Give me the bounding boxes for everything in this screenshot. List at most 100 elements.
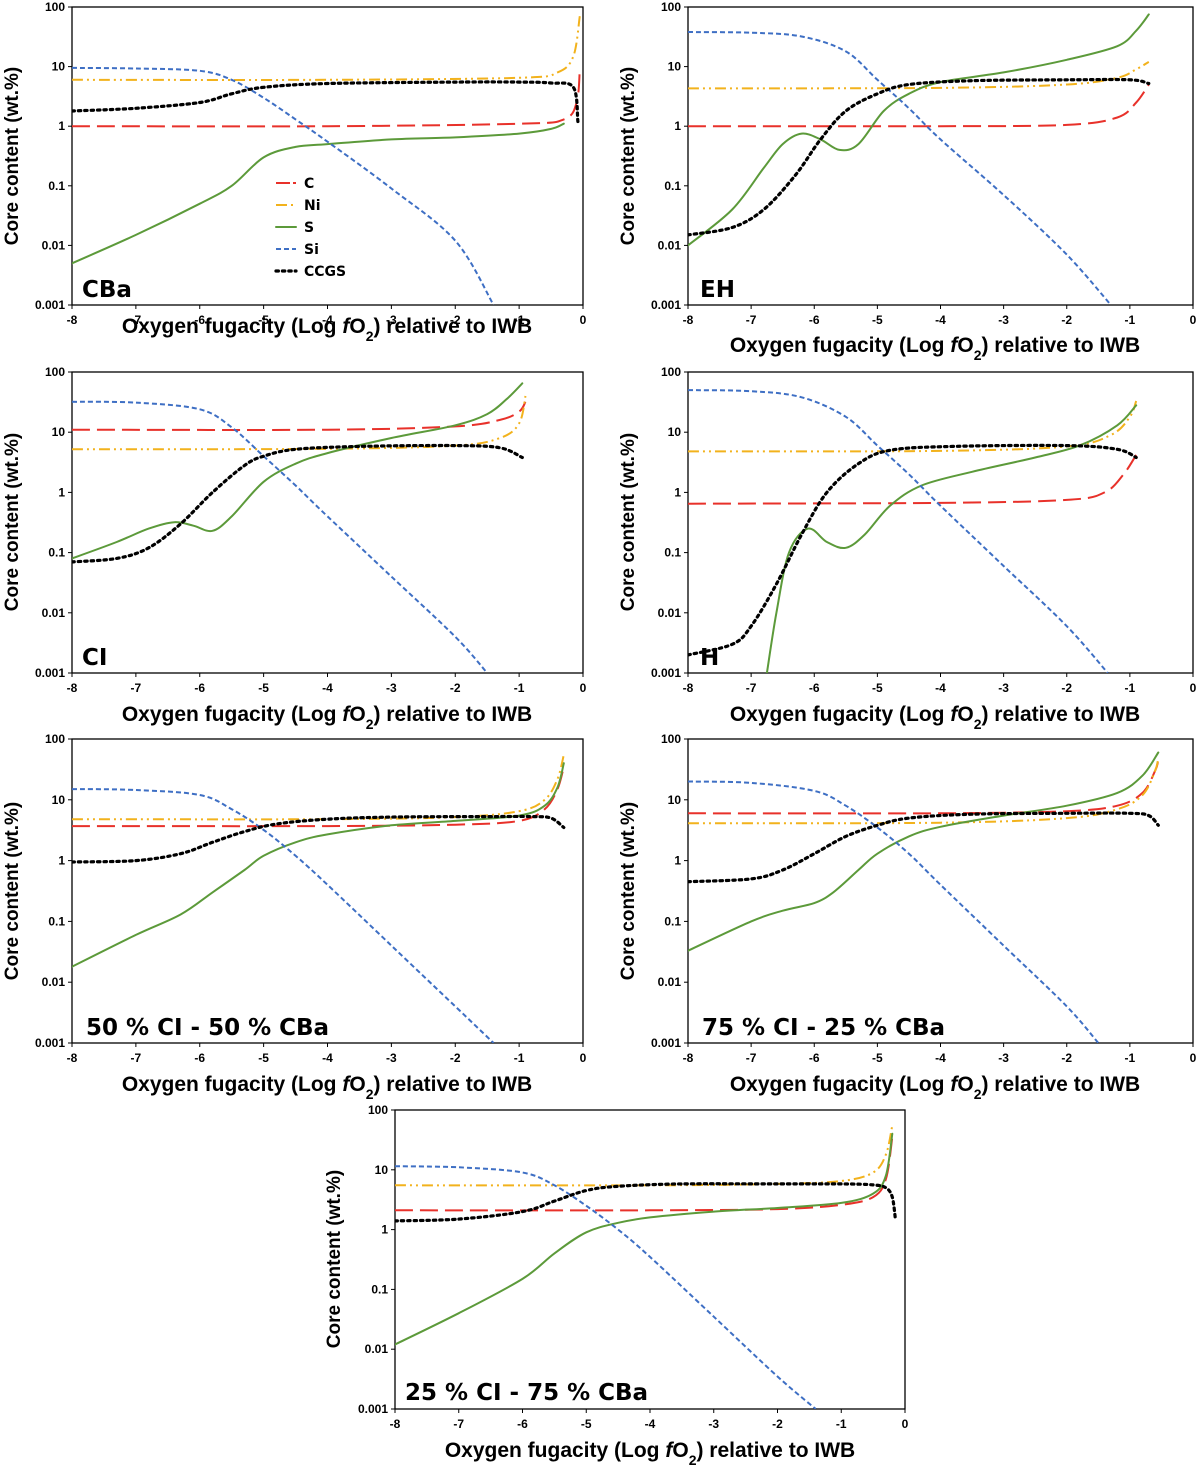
- x-tick-label: -3: [386, 681, 397, 695]
- x-tick-label: -2: [772, 1417, 783, 1431]
- chart-panel-6: 0.001 0.01 0.1 1 10 100 -8 -7 -6 -5 -4 -3 -2 -1 0 Oxyge…: [618, 732, 1197, 1102]
- y-axis-label: Core content (wt.%): [618, 433, 639, 611]
- x-tick-label: -6: [194, 681, 205, 695]
- y-tick-label: 100: [661, 365, 681, 379]
- x-tick-label: -2: [450, 681, 461, 695]
- legend-label-ni: Ni: [304, 198, 321, 214]
- plot-frame: [687, 6, 1194, 306]
- y-tick-label: 0.001: [358, 1402, 388, 1416]
- y-tick-label: 1: [58, 485, 65, 499]
- x-tick-label: -6: [194, 1051, 205, 1065]
- series-line-si: [72, 66, 495, 305]
- series-line-s: [72, 382, 524, 560]
- x-tick-label: -1: [514, 1051, 525, 1065]
- series-line-s: [72, 762, 565, 968]
- x-tick-label: -8: [67, 681, 78, 695]
- plot-area: [72, 382, 527, 673]
- series-line-si: [72, 788, 495, 1043]
- y-tick-label: 100: [45, 0, 65, 14]
- x-tick-label: -2: [1061, 313, 1072, 327]
- y-tick-label: 0.1: [664, 546, 681, 560]
- y-tick-label: 10: [375, 1163, 389, 1177]
- plot-frame: [394, 1109, 906, 1410]
- x-tick-label: -4: [935, 681, 946, 695]
- y-tick-label: 1: [674, 119, 681, 133]
- y-tick-label: 0.001: [35, 1036, 65, 1050]
- series-line-ccgs: [395, 1182, 897, 1223]
- x-tick-label: -4: [322, 1051, 333, 1065]
- series-line-s: [688, 13, 1150, 247]
- y-tick-label: 10: [52, 60, 66, 74]
- y-tick-label: 0.01: [658, 975, 682, 989]
- y-tick-label: 0.1: [48, 179, 65, 193]
- plot-area: [72, 754, 566, 1043]
- series-line-si: [395, 1165, 817, 1409]
- x-tick-label: -7: [746, 1051, 757, 1065]
- x-tick-label: -5: [872, 681, 883, 695]
- x-tick-label: -7: [453, 1417, 464, 1431]
- x-tick-label: -7: [131, 681, 142, 695]
- x-tick-label: -8: [683, 1051, 694, 1065]
- chart-panel-3: 0.001 0.01 0.1 1 10 100 -8 -7 -6 -5 -4 -3 -2 -1 0 Oxyge…: [2, 365, 587, 732]
- y-tick-label: 0.001: [651, 1036, 681, 1050]
- panel-label: CI: [82, 645, 107, 671]
- x-tick-label: 0: [1190, 313, 1197, 327]
- y-tick-label: 0.01: [658, 606, 682, 620]
- series-line-c: [688, 759, 1160, 815]
- x-tick-label: -5: [258, 681, 269, 695]
- series-line-ccgs: [72, 814, 566, 864]
- legend-label-ccgs: CCGS: [304, 264, 346, 280]
- x-tick-label: -6: [517, 1417, 528, 1431]
- series-line-ccgs: [72, 80, 580, 124]
- panel-label: 75 % CI - 25 % CBa: [702, 1015, 945, 1041]
- x-tick-label: -1: [1125, 1051, 1136, 1065]
- y-tick-label: 0.01: [42, 606, 66, 620]
- y-tick-label: 0.001: [35, 666, 65, 680]
- x-axis-label: Oxygen fugacity (Log fO2) relative to IW…: [730, 334, 1140, 363]
- plot-area: [688, 13, 1151, 305]
- x-tick-label: -3: [708, 1417, 719, 1431]
- series-line-si: [688, 389, 1109, 673]
- series-line-ni: [395, 1125, 894, 1187]
- y-tick-label: 1: [58, 119, 65, 133]
- y-tick-label: 1: [674, 854, 681, 868]
- series-line-s: [395, 1132, 894, 1346]
- series-line-si: [688, 31, 1112, 305]
- x-tick-label: -1: [1125, 681, 1136, 695]
- panel-label: 25 % CI - 75 % CBa: [405, 1380, 648, 1406]
- x-tick-label: -3: [386, 1051, 397, 1065]
- panel-label: 50 % CI - 50 % CBa: [86, 1015, 329, 1041]
- y-tick-label: 0.1: [664, 914, 681, 928]
- y-tick-label: 1: [674, 485, 681, 499]
- x-tick-label: -5: [872, 1051, 883, 1065]
- plot-area: [688, 389, 1138, 673]
- y-tick-label: 100: [45, 365, 65, 379]
- legend: C Ni S Si CCGS: [274, 176, 346, 280]
- series-line-si: [72, 400, 488, 673]
- x-tick-label: -2: [1061, 1051, 1072, 1065]
- y-axis-label: Core content (wt.%): [2, 67, 23, 245]
- x-tick-label: -7: [746, 681, 757, 695]
- series-line-c: [72, 401, 527, 431]
- chart-panel-2: 0.001 0.01 0.1 1 10 100 -8 -7 -6 -5 -4 -3 -2 -1 0 Oxyge…: [618, 0, 1197, 363]
- x-axis-label: Oxygen fugacity (Log fO2) relative to IW…: [122, 703, 532, 732]
- x-tick-label: -5: [258, 313, 269, 327]
- y-axis-label: Core content (wt.%): [618, 67, 639, 245]
- x-tick-label: -2: [1061, 681, 1072, 695]
- x-tick-label: -3: [998, 313, 1009, 327]
- series-line-s: [688, 751, 1160, 952]
- x-tick-label: -7: [131, 313, 142, 327]
- x-tick-label: -4: [935, 313, 946, 327]
- legend-label-si: Si: [304, 242, 319, 258]
- x-axis-label: Oxygen fugacity (Log fO2) relative to IW…: [730, 703, 1140, 732]
- y-tick-label: 10: [668, 793, 682, 807]
- legend-label-c: C: [304, 176, 314, 192]
- series-line-ni: [72, 16, 581, 81]
- x-tick-label: -4: [645, 1417, 656, 1431]
- x-tick-label: 0: [580, 313, 587, 327]
- x-tick-label: -8: [390, 1417, 401, 1431]
- series-line-ccgs: [72, 443, 524, 564]
- x-tick-label: -4: [322, 313, 333, 327]
- y-axis-label: Core content (wt.%): [2, 802, 23, 980]
- legend-label-s: S: [304, 220, 314, 236]
